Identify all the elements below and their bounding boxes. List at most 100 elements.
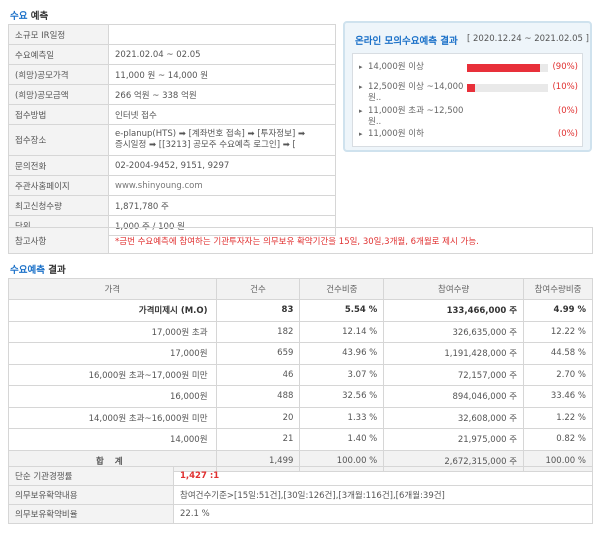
reference-table: 참고사항 *금번 수요예측에 참여하는 기관투자자는 의무보유 확약기간을 15… [8,227,593,254]
summary-label: 의무보유확약비율 [8,504,174,524]
table-row: 16,000원 488 32.56 % 894,046,000 주 33.46 … [8,385,593,408]
info-value: e-planup(HTS) ➡ [계좌번호 접속] ➡ [투자정보] ➡ 증시일… [108,124,336,156]
info-label: 수요예측일 [8,44,109,65]
forecast-bar-fill [467,84,476,92]
forecast-label: 14,000원 이상 [368,62,424,72]
forecast-label: 11,000원 초과 ~12,500원.. [368,106,464,127]
forecast-row: ▸ 12,500원 이상 ~14,000원.. (10%) [353,80,584,103]
table-row: 14,000원 21 1.40 % 21,975,000 주 0.82 % [8,428,593,451]
reference-text: *금번 수요예측에 참여하는 기관투자자는 의무보유 확약기간을 15일, 30… [108,227,593,254]
forecast-bar [467,84,548,92]
cell-price: 가격미제시 (M.O) [8,299,217,322]
cell-count: 21 [215,428,301,451]
cell-count-ratio: 3.07 % [299,363,385,386]
demand-forecast-title: 수요 예측 [10,8,48,22]
info-label: 접수방법 [8,104,109,125]
col-header-count: 건수 [215,278,301,300]
forecast-label: 11,000원 이하 [368,129,424,139]
cell-count-ratio: 1.33 % [299,406,385,429]
forecast-label: 12,500원 이상 ~14,000원.. [368,82,464,103]
info-value: 266 억원 ~ 338 억원 [108,84,336,105]
cell-quantity: 326,635,000 주 [383,320,525,343]
cell-quantity: 21,975,000 주 [383,428,525,451]
info-value: 1,871,780 주 [108,195,336,216]
col-header-price: 가격 [8,278,217,300]
homepage-link[interactable]: www.shinyoung.com [115,180,203,191]
bullet-icon: ▸ [359,83,363,91]
info-row: (희망)공모금액 266 억원 ~ 338 억원 [8,84,336,105]
cell-count: 83 [215,299,301,322]
info-row: 문의전화 02-2004-9452, 9151, 9297 [8,155,336,176]
location-line-1: e-planup(HTS) ➡ [계좌번호 접속] ➡ [투자정보] ➡ [115,129,306,139]
title-text: 예측 [30,11,49,22]
summary-row: 의무보유확약내용 참여건수기준>[15일:51건],[30일:126건],[3개… [8,485,593,505]
cell-count: 182 [215,320,301,343]
title-text: 결과 [48,265,66,276]
table-row: 가격미제시 (M.O) 83 5.54 % 133,466,000 주 4.99… [8,299,593,322]
cell-quantity-ratio: 1.22 % [523,406,593,429]
info-row: 최고신청수량 1,871,780 주 [8,195,336,216]
cell-quantity-ratio: 44.58 % [523,342,593,365]
summary-table: 단순 기관경쟁률 1,427 :1 의무보유확약내용 참여건수기준>[15일:5… [8,466,593,524]
demand-forecast-table: 소규모 IR일정 수요예측일 2021.02.04 ~ 02.05 (희망)공모… [8,24,336,236]
col-header-count-ratio: 건수비중 [299,278,385,300]
summary-label: 단순 기관경쟁률 [8,466,174,486]
forecast-percent: (0%) [557,106,578,116]
cell-count: 659 [215,342,301,365]
info-label: 문의전화 [8,155,109,176]
cell-price: 17,000원 [8,342,217,365]
cell-quantity-ratio: 12.22 % [523,320,593,343]
cell-count: 46 [215,363,301,386]
cell-quantity: 32,608,000 주 [383,406,525,429]
cell-count-ratio: 43.96 % [299,342,385,365]
cell-count: 20 [215,406,301,429]
mock-forecast-period: [ 2020.12.24 ~ 2021.02.05 ] [467,34,589,44]
homepage-cell: www.shinyoung.com [108,175,336,196]
info-label: 주관사홈페이지 [8,175,109,196]
mock-forecast-title: 온라인 모의수요예측 결과 [355,36,458,47]
mock-forecast-list: ▸ 14,000원 이상 (90%) ▸ 12,500원 이상 ~14,000원… [352,53,583,147]
competition-rate: 1,427 :1 [173,466,593,486]
lockup-ratio: 22.1 % [173,504,593,524]
info-row: 수요예측일 2021.02.04 ~ 02.05 [8,44,336,65]
table-row: 17,000원 659 43.96 % 1,191,428,000 주 44.5… [8,342,593,365]
cell-quantity-ratio: 2.70 % [523,363,593,386]
forecast-bar-fill [467,64,540,72]
info-row: (희망)공모가격 11,000 원 ~ 14,000 원 [8,64,336,85]
cell-count-ratio: 32.56 % [299,385,385,408]
result-table: 가격 건수 건수비중 참여수량 참여수량비중 가격미제시 (M.O) 83 5.… [8,278,593,472]
info-label: 접수장소 [8,124,109,156]
info-label: (희망)공모금액 [8,84,109,105]
info-value [108,24,336,45]
col-header-quantity-ratio: 참여수량비중 [523,278,593,300]
summary-row: 의무보유확약비율 22.1 % [8,504,593,524]
cell-quantity: 1,191,428,000 주 [383,342,525,365]
cell-price: 14,000원 [8,428,217,451]
cell-count: 488 [215,385,301,408]
cell-count-ratio: 5.54 % [299,299,385,322]
forecast-row: ▸ 14,000원 이상 (90%) [353,60,584,76]
table-row: 14,000원 초과~16,000원 미만 20 1.33 % 32,608,0… [8,406,593,429]
forecast-row: ▸ 11,000원 초과 ~12,500원.. (0%) [353,104,584,127]
cell-count-ratio: 12.14 % [299,320,385,343]
cell-quantity: 133,466,000 주 [383,299,525,322]
lockup-detail: 참여건수기준>[15일:51건],[30일:126건],[3개월:116건],[… [173,485,593,505]
cell-price: 17,000원 초과 [8,320,217,343]
cell-quantity-ratio: 0.82 % [523,428,593,451]
info-row: 소규모 IR일정 [8,24,336,45]
result-header-row: 가격 건수 건수비중 참여수량 참여수량비중 [8,278,593,300]
cell-quantity: 894,046,000 주 [383,385,525,408]
summary-label: 의무보유확약내용 [8,485,174,505]
info-value: 11,000 원 ~ 14,000 원 [108,64,336,85]
forecast-percent: (0%) [557,129,578,139]
forecast-percent: (10%) [552,82,578,92]
info-label: (희망)공모가격 [8,64,109,85]
info-row: 접수방법 인터넷 접수 [8,104,336,125]
mock-forecast-panel: 온라인 모의수요예측 결과 [ 2020.12.24 ~ 2021.02.05 … [343,21,592,152]
info-label: 최고신청수량 [8,195,109,216]
info-row: 주관사홈페이지 www.shinyoung.com [8,175,336,196]
cell-price: 14,000원 초과~16,000원 미만 [8,406,217,429]
phone-value: 02-2004-9452, 9151, 9297 [108,155,336,176]
bullet-icon: ▸ [359,63,363,71]
result-title: 수요예측 결과 [10,262,66,276]
